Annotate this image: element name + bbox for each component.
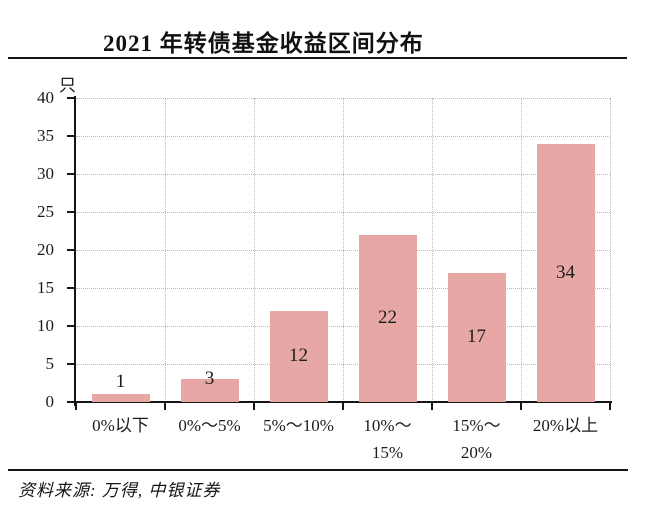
x-axis-category-label: 20%以上 <box>532 416 599 435</box>
x-axis-category-label: 5%～10% <box>263 416 334 435</box>
footer-divider-line <box>8 469 628 471</box>
y-axis-tick <box>67 211 74 213</box>
vertical-gridline <box>432 98 433 402</box>
y-axis-tick-label: 15 <box>37 278 54 297</box>
y-axis-unit-label: 只 <box>59 76 76 95</box>
bar-value-label: 1 <box>115 371 126 392</box>
x-axis-line <box>74 401 612 403</box>
bar <box>358 234 417 402</box>
x-axis-tick <box>164 403 166 410</box>
vertical-gridline <box>343 98 344 402</box>
bar <box>91 394 150 402</box>
y-axis-tick <box>67 401 74 403</box>
x-axis-category-label: 15%～ 20% <box>452 416 501 462</box>
y-axis-tick <box>67 97 74 99</box>
bar-value-label: 12 <box>289 345 308 367</box>
y-axis-line <box>74 96 76 406</box>
title-divider-line <box>8 57 627 59</box>
bar-value-label: 3 <box>204 368 215 390</box>
y-axis-tick <box>67 135 74 137</box>
x-axis-tick <box>253 403 255 410</box>
bar <box>180 379 239 402</box>
vertical-gridline <box>610 98 611 402</box>
x-axis-tick <box>431 403 433 410</box>
y-axis-tick-label: 5 <box>45 354 55 373</box>
bar <box>447 272 506 402</box>
y-axis-tick-label: 40 <box>37 88 54 107</box>
y-axis-tick <box>67 173 74 175</box>
x-axis-category-label: 0%以下 <box>92 416 149 435</box>
y-axis-tick-label: 10 <box>37 316 54 335</box>
bar-value-label: 22 <box>378 307 397 329</box>
x-axis-tick <box>520 403 522 410</box>
x-axis-tick <box>609 403 611 410</box>
y-axis-tick-label: 35 <box>37 126 54 145</box>
x-axis-tick <box>342 403 344 410</box>
y-axis-tick <box>67 325 74 327</box>
vertical-gridline <box>165 98 166 402</box>
x-axis-category-label: 0%～5% <box>178 416 241 435</box>
y-axis-tick-label: 25 <box>37 202 54 221</box>
y-axis-tick-label: 0 <box>45 392 55 411</box>
chart-title: 2021 年转债基金收益区间分布 <box>103 31 424 56</box>
bar <box>269 310 328 402</box>
y-axis-tick <box>67 363 74 365</box>
bar <box>536 143 595 402</box>
x-axis-tick <box>75 403 77 410</box>
y-axis-tick <box>67 287 74 289</box>
vertical-gridline <box>254 98 255 402</box>
x-axis-category-label: 10%～ 15% <box>363 416 412 462</box>
bar-value-label: 17 <box>467 326 486 348</box>
data-source-note: 资料来源: 万得, 中银证券 <box>18 481 221 500</box>
vertical-gridline <box>521 98 522 402</box>
bar-value-label: 34 <box>556 261 575 283</box>
y-axis-tick-label: 20 <box>37 240 54 259</box>
y-axis-tick <box>67 249 74 251</box>
y-axis-tick-label: 30 <box>37 164 54 183</box>
